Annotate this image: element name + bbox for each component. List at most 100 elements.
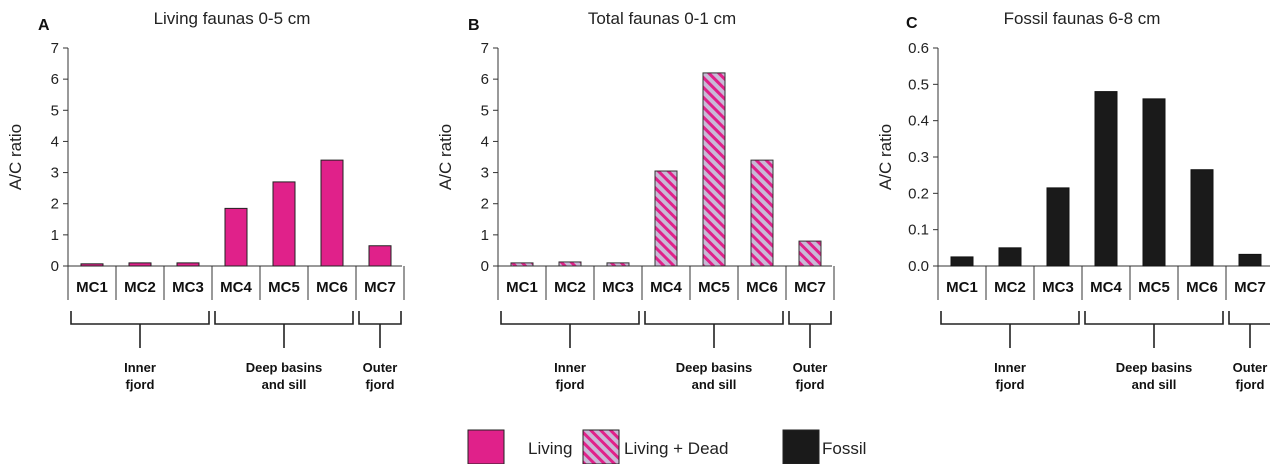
bar-mc1: [950, 256, 974, 267]
panel-title: Total faunas 0-1 cm: [588, 9, 736, 28]
legend-label: Living: [528, 439, 572, 458]
panel-b: B Total faunas 0-1 cm 0 1 2 3 4 5 6 7 A/C ratio MC1…: [436, 9, 835, 392]
x-tick-label: MC3: [172, 279, 204, 296]
legend-swatch: [582, 429, 620, 464]
group-label: Inner: [124, 360, 156, 375]
x-tick-label: MC6: [316, 279, 348, 296]
y-tick-label: 3: [481, 165, 489, 182]
bar-mc6: [750, 159, 774, 267]
bar-mc1: [510, 262, 534, 267]
y-tick-label: 0.6: [908, 40, 929, 57]
y-tick-label: 0.2: [908, 185, 929, 202]
group-label: Inner: [994, 360, 1026, 375]
x-tick-label: MC6: [1186, 279, 1218, 296]
bar-mc2: [128, 262, 152, 267]
group-label: Outer: [363, 360, 398, 375]
y-tick-label: 0.3: [908, 149, 929, 166]
panel-c: C Fossil faunas 6-8 cm 0.0 0.1 0.2 0.3 0.4 0.5 0…: [876, 9, 1270, 392]
bar-mc1: [80, 263, 104, 267]
y-tick-label: 7: [51, 40, 59, 57]
y-tick-label: 4: [481, 133, 489, 150]
legend-label: Living + Dead: [624, 439, 728, 458]
group-bracket: [70, 311, 210, 348]
bar-mc7: [1238, 253, 1262, 267]
panel-label: C: [906, 15, 918, 32]
group-label: Outer: [793, 360, 828, 375]
bar-mc4: [224, 207, 248, 267]
bar-mc5: [1142, 98, 1166, 267]
x-tick-label: MC3: [1042, 279, 1074, 296]
group-bracket: [1084, 311, 1224, 348]
y-tick-label: 6: [481, 71, 489, 88]
y-tick-label: 4: [51, 133, 59, 150]
y-tick-label: 5: [481, 102, 489, 119]
bar-mc3: [1046, 187, 1070, 267]
x-tick-label: MC4: [1090, 279, 1122, 296]
bar-mc3: [176, 262, 200, 267]
x-tick-label: MC1: [76, 279, 108, 296]
y-tick-label: 1: [51, 227, 59, 244]
group-bracket: [500, 311, 640, 348]
y-tick-label: 7: [481, 40, 489, 57]
bar-mc3: [606, 262, 630, 267]
group-label: fjord: [126, 377, 155, 392]
x-tick-label: MC6: [746, 279, 778, 296]
bar-mc2: [998, 247, 1022, 267]
group-bracket: [644, 311, 784, 348]
bar-mc2: [558, 261, 582, 267]
x-tick-label: MC2: [554, 279, 586, 296]
y-tick-label: 2: [51, 196, 59, 213]
y-tick-label: 0.4: [908, 113, 929, 130]
x-tick-label: MC5: [268, 279, 300, 296]
y-axis-label: A/C ratio: [876, 124, 895, 190]
x-tick-label: MC3: [602, 279, 634, 296]
group-label: and sill: [262, 377, 307, 392]
group-label: fjord: [796, 377, 825, 392]
group-bracket: [358, 311, 402, 348]
bar-mc6: [320, 159, 344, 267]
bar-mc5: [702, 72, 726, 267]
legend-label: Fossil: [822, 439, 866, 458]
group-bracket: [1228, 311, 1270, 348]
y-tick-label: 3: [51, 165, 59, 182]
x-tick-label: MC7: [1234, 279, 1266, 296]
y-tick-label: 5: [51, 102, 59, 119]
x-tick-label: MC7: [364, 279, 396, 296]
bar-mc7: [368, 245, 392, 267]
x-tick-label: MC1: [946, 279, 978, 296]
panel-label: B: [468, 17, 480, 34]
legend: Living Living + Dead Fossil: [467, 429, 866, 464]
group-label: fjord: [996, 377, 1025, 392]
group-label: Inner: [554, 360, 586, 375]
bar-mc4: [1094, 91, 1118, 267]
group-label: Deep basins: [1116, 360, 1193, 375]
bar-mc5: [272, 181, 296, 267]
y-axis-label: A/C ratio: [6, 124, 25, 190]
x-tick-label: MC5: [1138, 279, 1170, 296]
y-tick-label: 1: [481, 227, 489, 244]
group-bracket: [940, 311, 1080, 348]
bar-mc7: [798, 240, 822, 267]
group-bracket: [214, 311, 354, 348]
y-axis-label: A/C ratio: [436, 124, 455, 190]
x-tick-label: MC5: [698, 279, 730, 296]
y-tick-label: 6: [51, 71, 59, 88]
y-tick-label: 0: [481, 258, 489, 275]
panel-title: Living faunas 0-5 cm: [154, 9, 311, 28]
panel-title: Fossil faunas 6-8 cm: [1004, 9, 1161, 28]
y-tick-label: 0.1: [908, 222, 929, 239]
x-tick-label: MC2: [124, 279, 156, 296]
bar-mc4: [654, 170, 678, 267]
group-label: Deep basins: [246, 360, 323, 375]
y-tick-label: 2: [481, 196, 489, 213]
group-label: fjord: [556, 377, 585, 392]
panel-label: A: [38, 17, 50, 34]
group-label: Deep basins: [676, 360, 753, 375]
legend-swatch: [782, 429, 820, 464]
group-label: fjord: [366, 377, 395, 392]
group-label: fjord: [1236, 377, 1265, 392]
x-tick-label: MC1: [506, 279, 538, 296]
group-label: and sill: [1132, 377, 1177, 392]
group-label: and sill: [692, 377, 737, 392]
